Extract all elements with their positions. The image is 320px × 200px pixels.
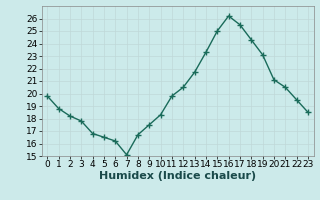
- X-axis label: Humidex (Indice chaleur): Humidex (Indice chaleur): [99, 171, 256, 181]
